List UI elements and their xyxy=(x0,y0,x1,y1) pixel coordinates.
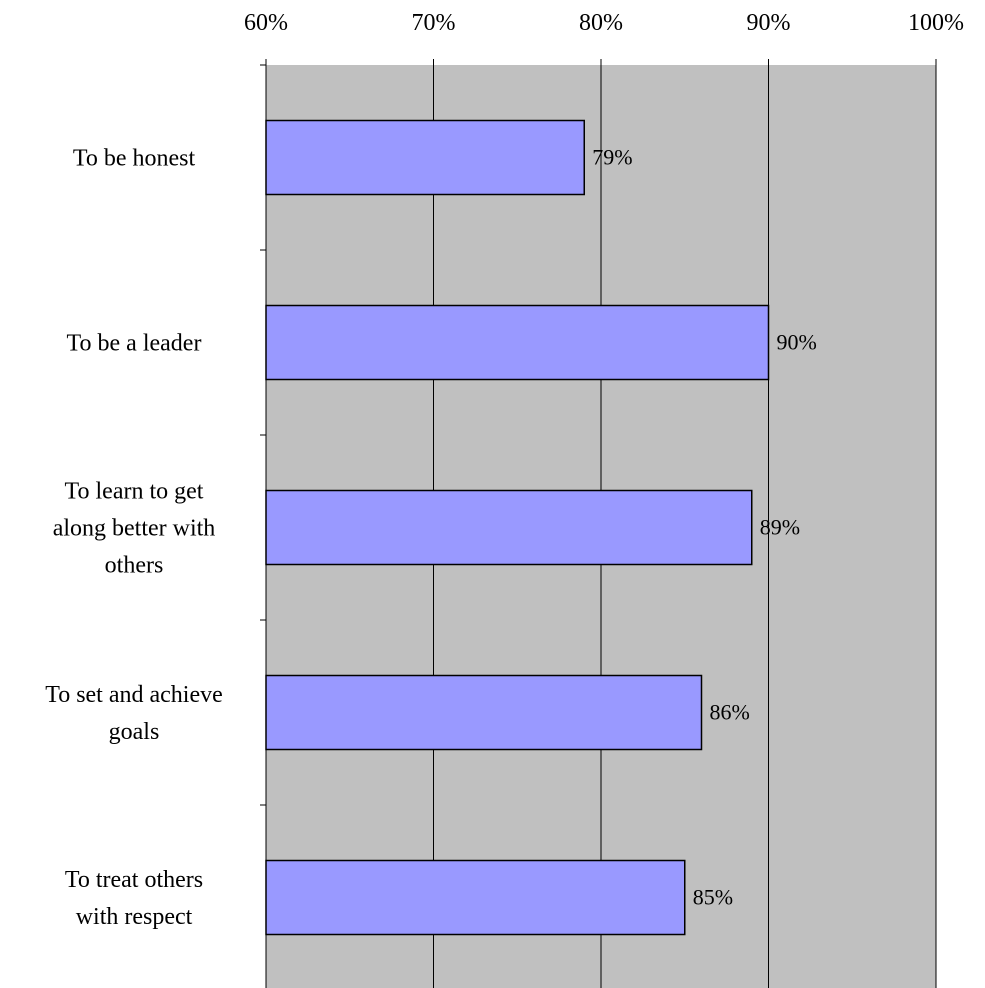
x-tick-label: 80% xyxy=(579,10,623,36)
data-label: 79% xyxy=(592,145,632,170)
x-tick-label: 70% xyxy=(412,10,456,36)
category-label-line: along better with xyxy=(53,516,216,542)
category-label: To be a leader xyxy=(67,331,202,357)
data-label: 86% xyxy=(710,700,750,725)
x-tick-label: 100% xyxy=(908,10,964,36)
bar xyxy=(265,674,703,751)
data-label: 85% xyxy=(693,885,733,910)
category-label-line: To be a leader xyxy=(67,331,202,357)
category-label: To treat others with respect xyxy=(65,867,203,930)
x-tick-label: 60% xyxy=(244,10,288,36)
category-label-line: To learn to get xyxy=(65,479,204,505)
bar xyxy=(265,859,686,936)
category-label-line: others xyxy=(105,553,164,579)
category-label-line: To set and achieve xyxy=(45,682,223,708)
category-label: To learn to get along better with others xyxy=(53,479,216,579)
x-tick-label: 90% xyxy=(747,10,791,36)
category-label-line: with respect xyxy=(76,904,193,930)
bar xyxy=(265,119,585,196)
data-label: 89% xyxy=(760,515,800,540)
category-label-line: To treat others xyxy=(65,867,203,893)
data-label: 90% xyxy=(777,330,817,355)
category-label: To be honest xyxy=(73,146,196,172)
category-label: To set and achieve goals xyxy=(45,682,223,745)
category-label-line: goals xyxy=(109,719,160,745)
bar xyxy=(265,304,770,381)
bar xyxy=(265,489,753,566)
category-label-line: To be honest xyxy=(73,146,196,172)
